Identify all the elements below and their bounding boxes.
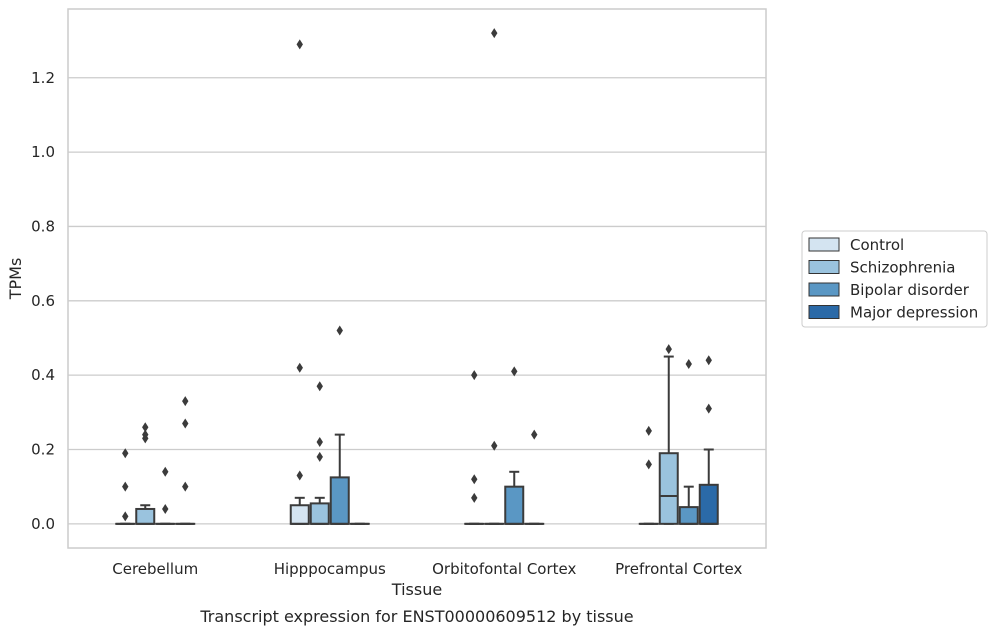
outlier-point	[142, 422, 149, 433]
series-bipolar-disorder	[155, 325, 699, 525]
x-tick-label: Prefrontal Cortex	[615, 560, 742, 578]
y-tick-label: 0.0	[31, 515, 55, 533]
outlier-point	[645, 425, 652, 436]
box-element	[329, 325, 350, 525]
y-tick-label: 0.8	[31, 217, 55, 235]
box-iqr	[289, 504, 310, 525]
outlier-point	[296, 470, 303, 481]
outlier-point	[471, 492, 478, 503]
box-series-layer	[115, 28, 719, 525]
outlier-point	[316, 451, 323, 462]
legend-item: Major depression	[808, 304, 978, 322]
box-element	[115, 448, 136, 525]
outlier-point	[531, 429, 538, 440]
y-tick-label: 1.2	[31, 69, 55, 87]
box-element	[698, 355, 719, 525]
box-element	[309, 381, 330, 525]
legend-item: Bipolar disorder	[808, 281, 970, 299]
outlier-point	[471, 474, 478, 485]
outlier-point	[705, 355, 712, 366]
y-axis-title: TPMs	[6, 258, 25, 301]
outlier-point	[122, 511, 129, 522]
y-tick-label: 0.2	[31, 440, 55, 458]
outlier-point	[316, 381, 323, 392]
outlier-point	[491, 28, 498, 39]
legend-swatch	[808, 260, 840, 274]
series-control	[115, 39, 659, 525]
box-iqr	[135, 507, 156, 525]
y-tick-label: 0.6	[31, 292, 55, 310]
box-element	[678, 358, 699, 525]
y-tick-labels: 0.0 0.2 0.4 0.6 0.8 1.0 1.2	[31, 69, 55, 533]
outlier-point	[491, 440, 498, 451]
box-iqr	[698, 483, 719, 525]
y-tick-label: 1.0	[31, 143, 55, 161]
legend-swatch	[808, 305, 840, 319]
outlier-point	[705, 403, 712, 414]
box-iqr	[658, 452, 679, 525]
x-tick-label: Orbitofontal Cortex	[432, 560, 576, 578]
box-element	[524, 429, 545, 525]
outlier-point	[665, 344, 672, 355]
outlier-point	[182, 418, 189, 429]
box-element	[155, 466, 176, 525]
legend-label: Bipolar disorder	[850, 281, 970, 299]
plot-area	[67, 8, 767, 549]
legend-item: Schizophrenia	[808, 259, 955, 277]
legend-swatch	[808, 237, 840, 252]
x-axis-title: Tissue	[391, 580, 442, 599]
box-iqr	[504, 485, 525, 525]
y-tick-label: 0.4	[31, 366, 55, 384]
x-tick-label: Cerebellum	[112, 560, 198, 578]
outlier-point	[162, 466, 169, 477]
legend-item: Control	[808, 236, 904, 254]
outlier-point	[142, 429, 149, 440]
box-element	[175, 396, 196, 525]
outlier-point	[122, 448, 129, 459]
outlier-point	[122, 481, 129, 492]
legend: Control Schizophrenia Bipolar disorder Majo…	[801, 230, 988, 328]
outlier-point	[336, 325, 343, 336]
box-element	[658, 344, 679, 525]
outlier-point	[685, 358, 692, 369]
box-iqr	[309, 502, 330, 525]
outlier-point	[511, 366, 518, 377]
legend-label: Control	[850, 236, 904, 254]
box-element	[504, 366, 525, 525]
outlier-point	[162, 503, 169, 514]
grid-lines	[68, 77, 766, 525]
outlier-point	[645, 459, 652, 470]
box-element	[638, 425, 659, 525]
series-schizophrenia	[135, 28, 679, 525]
box-element	[135, 422, 156, 525]
outlier-point	[182, 396, 189, 407]
legend-label: Schizophrenia	[850, 259, 955, 277]
x-tick-labels: Cerebellum Hipppocampus Orbitofontal Corte…	[112, 560, 742, 578]
box-element	[464, 370, 485, 525]
outlier-point	[471, 370, 478, 381]
x-tick-label: Hipppocampus	[274, 560, 386, 578]
box-iqr	[678, 506, 699, 525]
legend-label: Major depression	[850, 304, 978, 322]
legend-frame	[801, 230, 988, 328]
outlier-point	[316, 437, 323, 448]
box-element	[484, 28, 505, 525]
outlier-point	[182, 481, 189, 492]
legend-swatch	[808, 282, 840, 297]
chart-caption: Transcript expression for ENST0000060951…	[199, 607, 633, 626]
box-iqr	[329, 476, 350, 525]
series-major-depression	[175, 355, 719, 525]
outlier-point	[296, 39, 303, 50]
box-element	[289, 39, 310, 525]
outlier-point	[296, 362, 303, 373]
